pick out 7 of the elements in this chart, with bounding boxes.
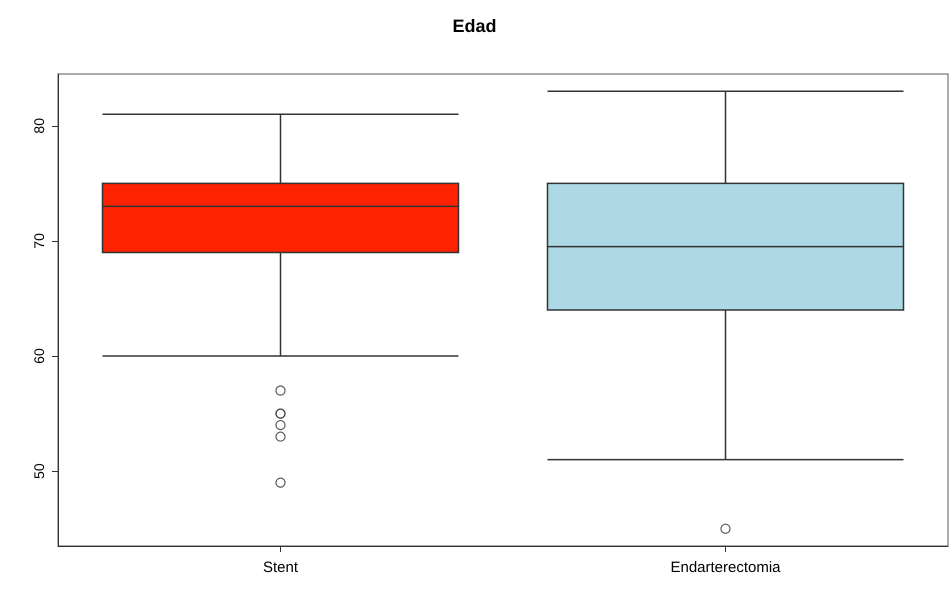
y-tick-label: 70	[31, 232, 47, 249]
x-tick-label: Stent	[262, 559, 299, 576]
y-tick-label: 80	[31, 118, 47, 134]
chart-title: Edad	[452, 16, 497, 36]
y-tick-label: 60	[31, 348, 47, 364]
y-tick-label: 50	[31, 463, 47, 479]
x-tick-label: Endarterectomia	[670, 559, 782, 576]
